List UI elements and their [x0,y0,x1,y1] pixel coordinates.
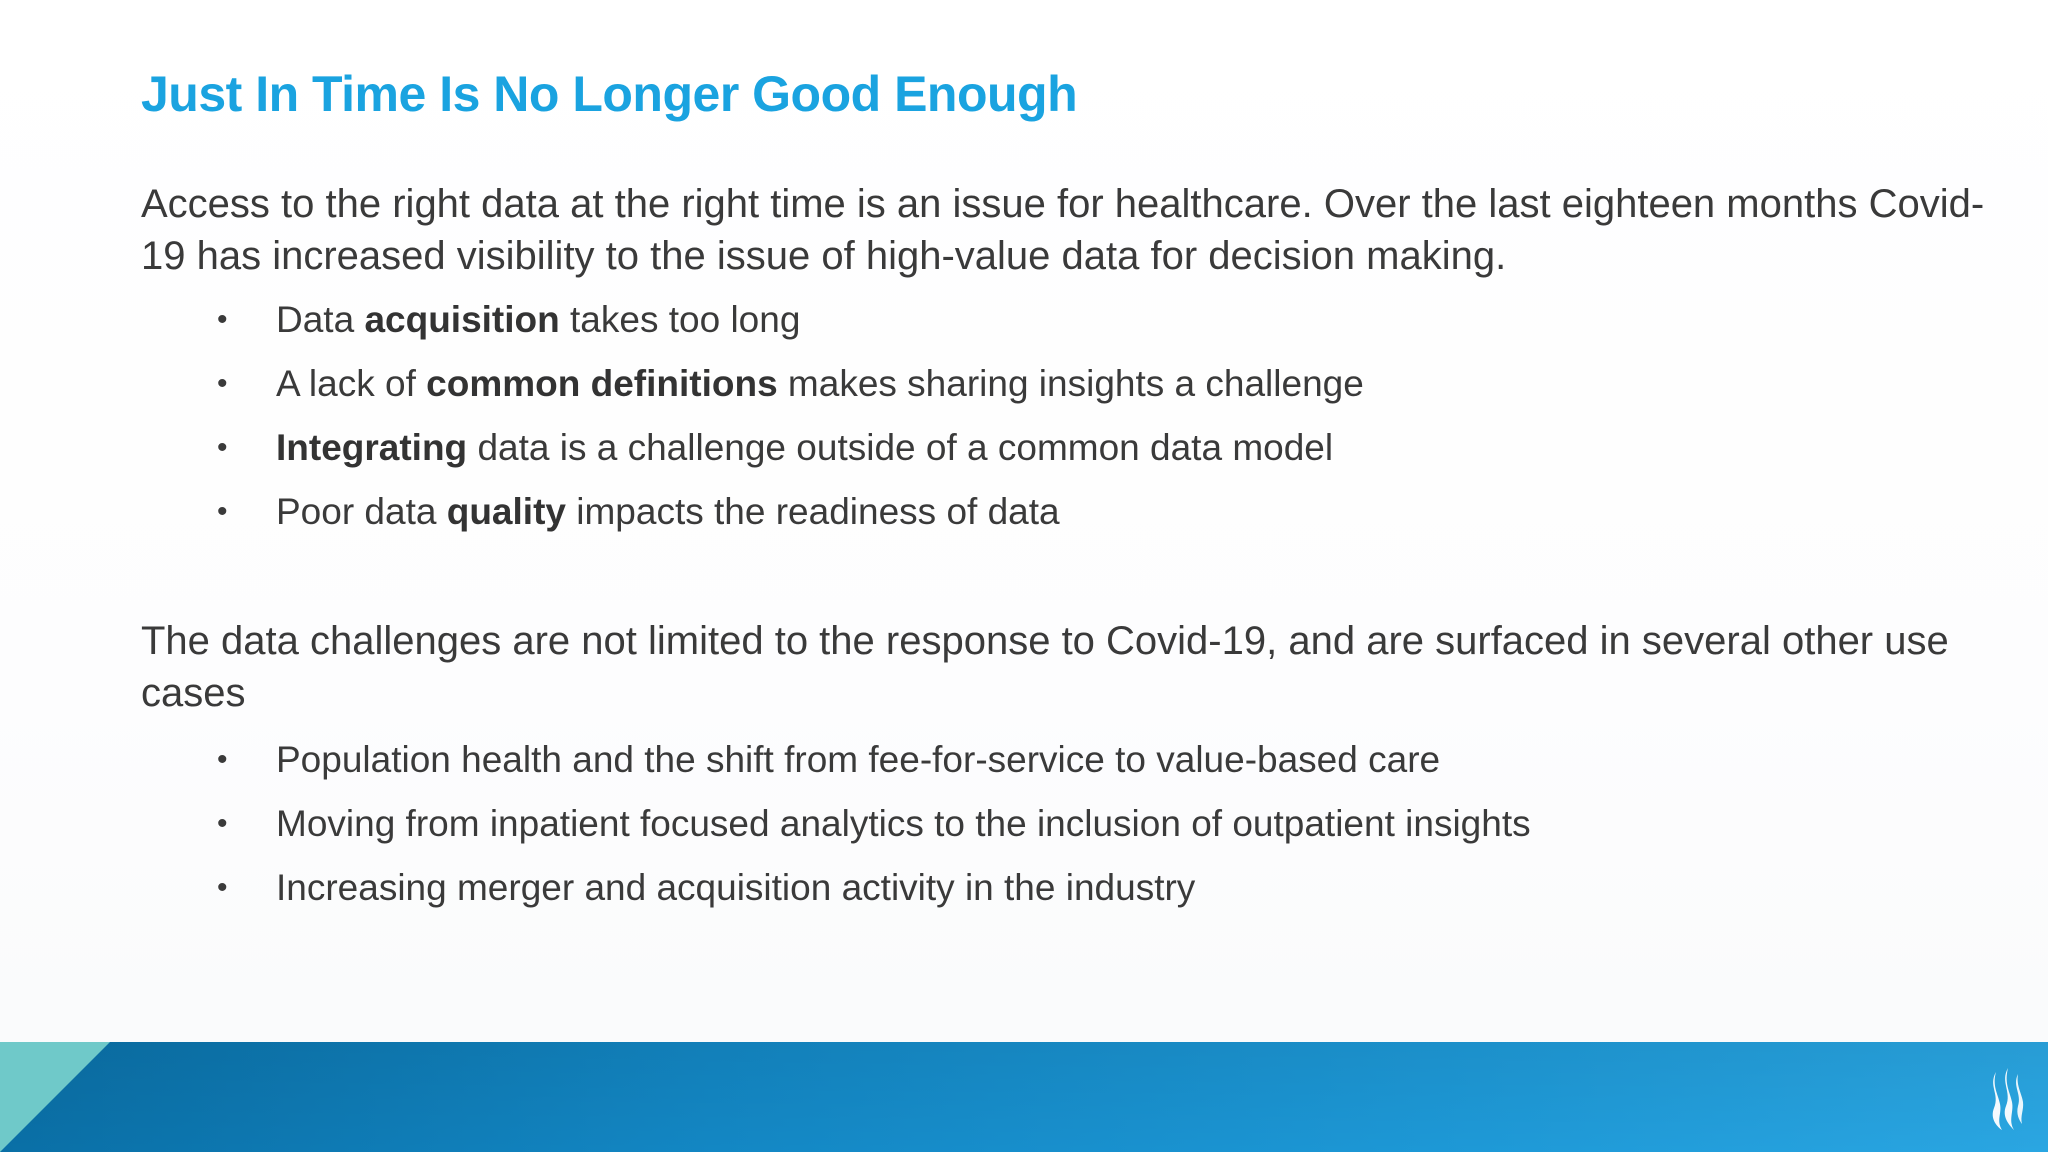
bullet-icon: • [217,367,228,400]
footer-band-shade [0,1042,2048,1152]
bullet-text: A lack of common definitions makes shari… [276,352,1364,416]
intro-paragraph: Access to the right data at the right ti… [141,182,1985,278]
bullet-text-part: Data [276,299,365,340]
bullet-icon: • [217,495,228,528]
bullet-text-part: Poor data [276,491,447,532]
bullet-text: Population health and the shift from fee… [276,739,1441,780]
bullet-text: Integrating data is a challenge outside … [276,416,1333,480]
bullet-icon: • [217,743,228,776]
bullet-text-part: data is a challenge outside of a common … [467,427,1334,468]
bullet-text-bold: acquisition [364,299,560,340]
bullet-icon: • [217,303,228,336]
flame-logo-icon [1992,1068,2024,1130]
use-cases-paragraph: The data challenges are not limited to t… [141,619,1949,715]
bullet-text: Data acquisition takes too long [276,288,800,352]
bullet-icon: • [217,431,228,464]
footer-band [0,1042,2048,1152]
bullet-text: Poor data quality impacts the readiness … [276,480,1060,544]
bullet-text: Increasing merger and acquisition activi… [276,867,1196,908]
footer-teal-corner [0,1042,110,1152]
bullet-text-bold: common definitions [426,363,778,404]
bullet-text-part: A lack of [276,363,427,404]
bullet-text-part: takes too long [559,299,801,340]
bullet-icon: • [217,807,228,840]
bullet-icon: • [217,871,228,904]
bullet-text: Moving from inpatient focused analytics … [276,803,1531,844]
slide-title: Just In Time Is No Longer Good Enough [141,66,1078,122]
bullet-text-part: makes sharing insights a challenge [777,363,1364,404]
bullet-text-bold: Integrating [276,427,468,468]
bullet-text-part: impacts the readiness of data [565,491,1060,532]
bullet-text-bold: quality [446,491,566,532]
